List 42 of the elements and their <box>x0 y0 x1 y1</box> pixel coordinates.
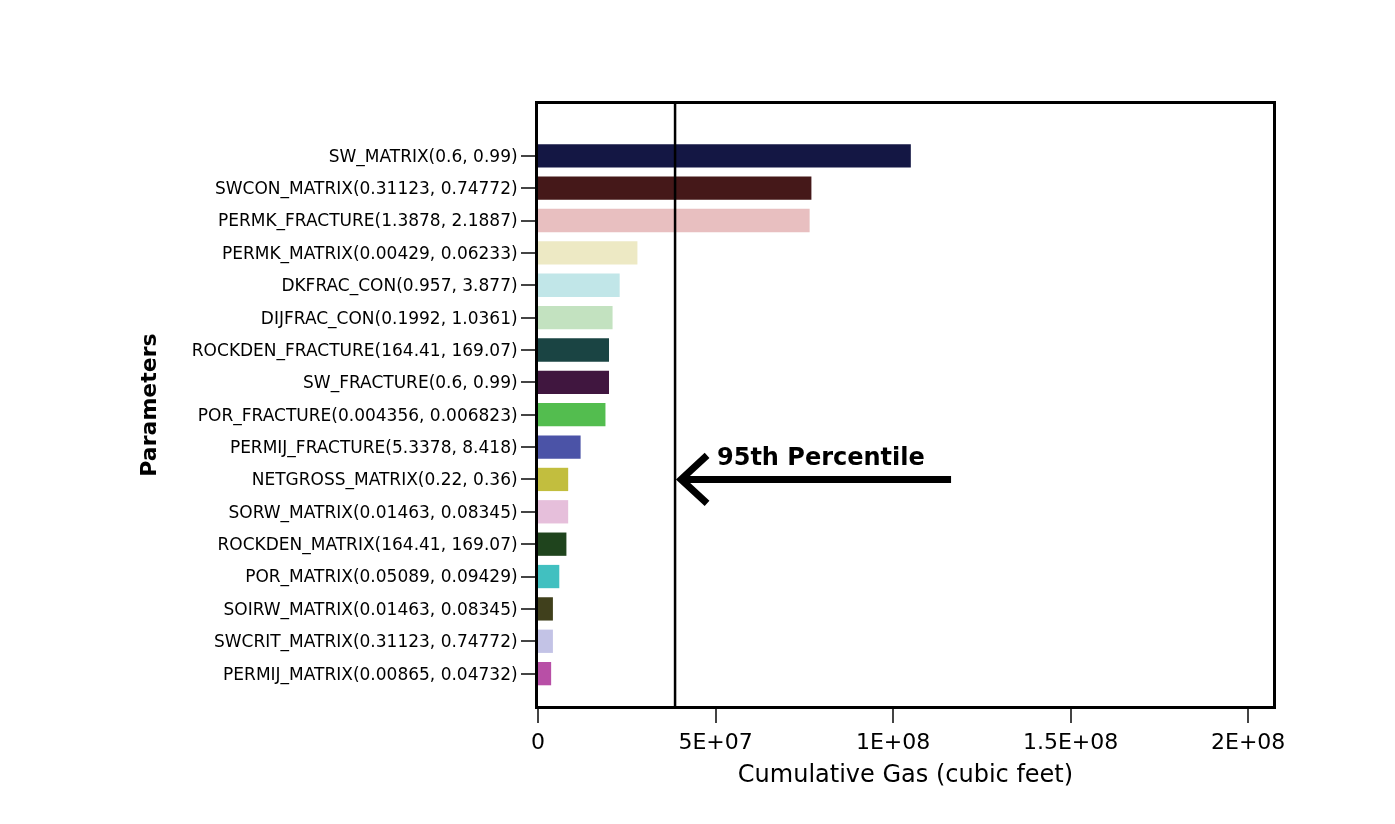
bar <box>538 305 613 330</box>
x-tick-label: 0 <box>531 729 545 755</box>
y-tick-label: SW_MATRIX(0.6, 0.99) <box>328 145 518 167</box>
y-tick-label: SOIRW_MATRIX(0.01463, 0.08345) <box>223 598 518 620</box>
bar <box>538 661 552 686</box>
x-tick-label: 2E+08 <box>1210 729 1286 755</box>
x-tick-label: 1.5E+08 <box>1022 729 1119 755</box>
bar <box>538 564 560 589</box>
y-tick-label: POR_MATRIX(0.05089, 0.09429) <box>245 566 518 588</box>
y-tick-label: PERMIJ_MATRIX(0.00865, 0.04732) <box>223 663 518 685</box>
y-tick-label: SWCON_MATRIX(0.31123, 0.74772) <box>215 178 518 200</box>
bar <box>538 532 567 556</box>
bar <box>538 435 581 459</box>
bar <box>538 629 553 653</box>
y-tick-label: DIJFRAC_CON(0.1992, 1.0361) <box>260 307 518 329</box>
bar <box>538 403 606 427</box>
bar <box>538 370 610 394</box>
annotation: 95th Percentile <box>717 443 925 471</box>
bar <box>538 176 812 200</box>
bar <box>538 273 620 297</box>
y-axis-title: Parameters <box>135 333 161 477</box>
bar <box>538 597 553 621</box>
y-tick-label: SORW_MATRIX(0.01463, 0.08345) <box>228 501 518 523</box>
y-tick-label: PERMIJ_FRACTURE(5.3378, 8.418) <box>229 437 518 459</box>
bar <box>538 467 569 492</box>
x-tick-label: 1E+08 <box>855 729 931 755</box>
x-tick-label: 5E+07 <box>678 729 753 755</box>
y-tick-label: DKFRAC_CON(0.957, 3.877) <box>281 275 518 297</box>
bar <box>538 144 911 168</box>
y-tick-label: PERMK_MATRIX(0.00429, 0.06233) <box>221 242 518 264</box>
y-tick-label: PERMK_FRACTURE(1.3878, 2.1887) <box>217 210 518 232</box>
bar <box>538 338 610 362</box>
y-tick-label: ROCKDEN_MATRIX(164.41, 169.07) <box>217 534 518 556</box>
y-tick-label: SW_FRACTURE(0.6, 0.99) <box>303 372 518 394</box>
y-tick-label: ROCKDEN_FRACTURE(164.41, 169.07) <box>191 339 518 361</box>
bar <box>538 241 638 265</box>
y-tick-label: NETGROSS_MATRIX(0.22, 0.36) <box>251 469 518 491</box>
bar <box>538 208 810 233</box>
x-axis-title: Cumulative Gas (cubic feet) <box>737 759 1074 788</box>
y-tick-label: POR_FRACTURE(0.004356, 0.006823) <box>197 404 518 426</box>
y-tick-label: SWCRIT_MATRIX(0.31123, 0.74772) <box>213 631 518 653</box>
bar <box>538 500 569 524</box>
